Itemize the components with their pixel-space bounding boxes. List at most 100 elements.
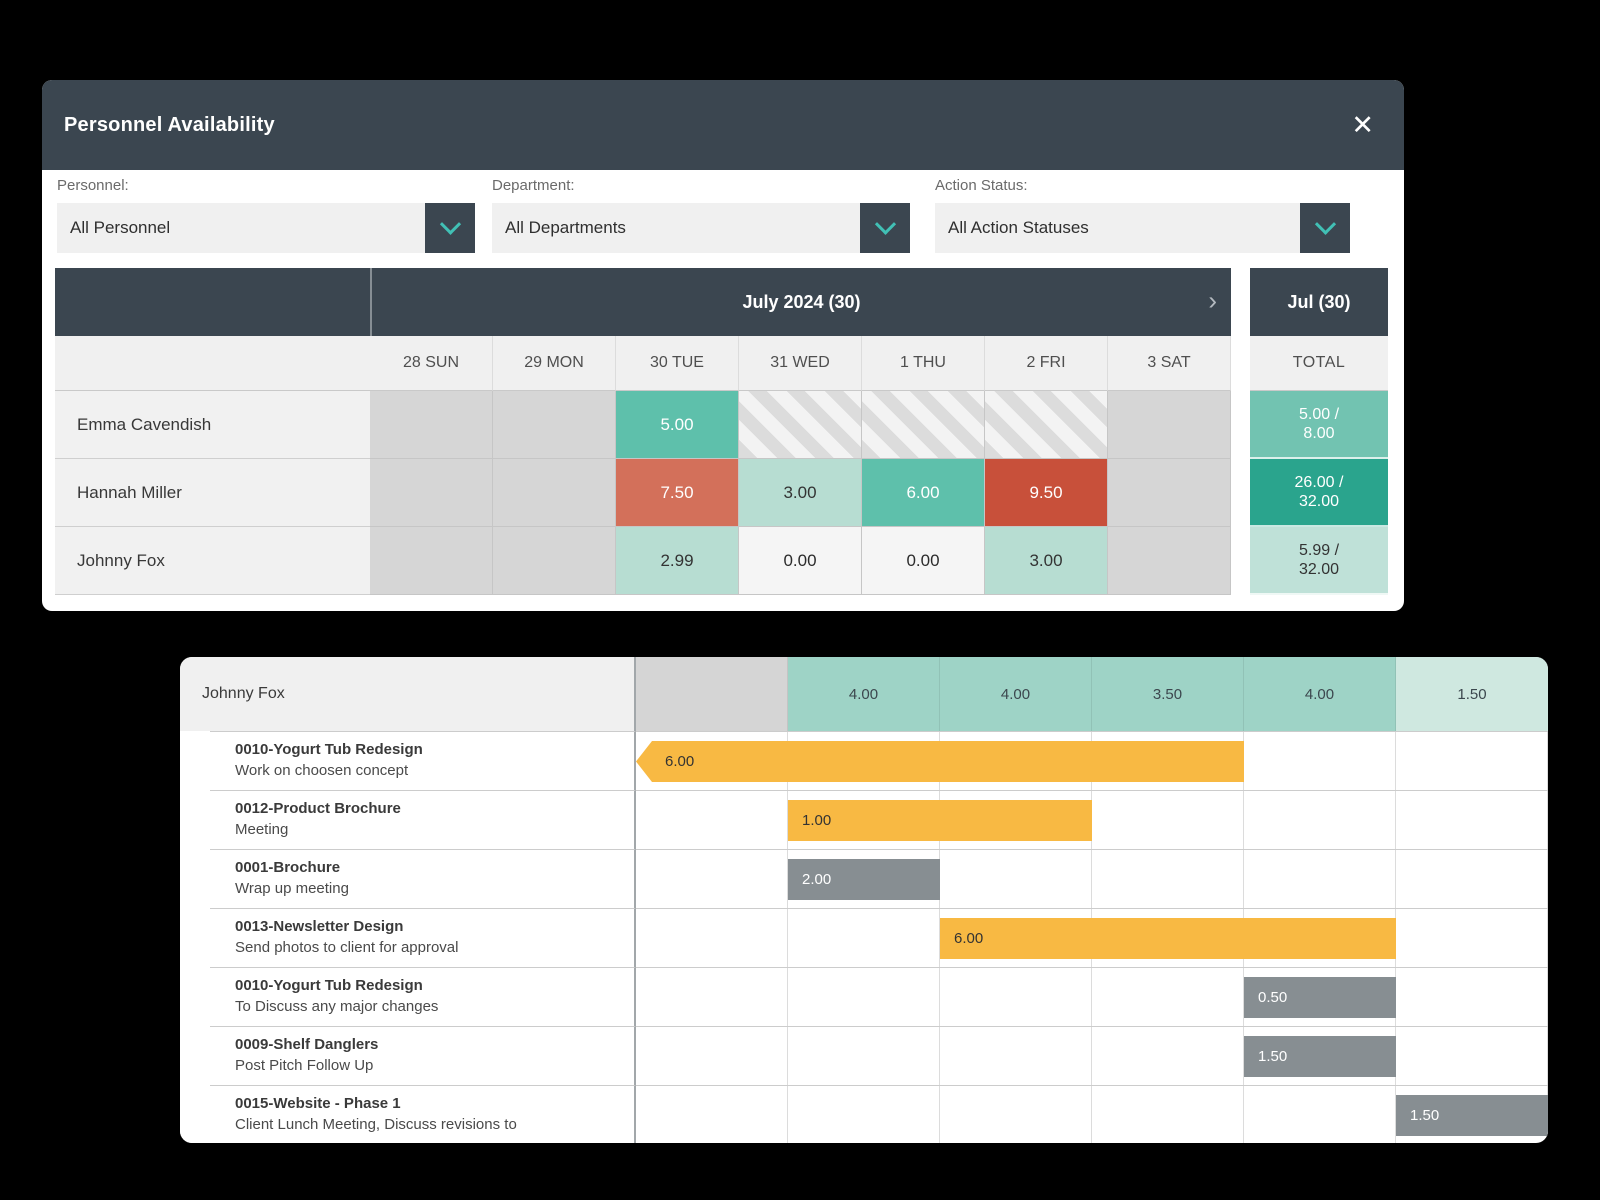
gantt-grid-area: 2.00 <box>636 849 1548 908</box>
department-select-value: All Departments <box>505 218 626 237</box>
availability-cell <box>493 527 616 595</box>
gantt-row: 0015-Website - Phase 1 Client Lunch Meeti… <box>180 1085 1548 1143</box>
total-cell: 5.99 / 32.00 <box>1250 527 1388 595</box>
department-filter: Department: All Departments <box>492 177 910 253</box>
chevron-down-icon[interactable] <box>425 203 475 253</box>
calendar-day-row-spacer <box>55 336 370 391</box>
gantt-bar-value: 1.00 <box>802 812 832 829</box>
chevron-down-glyph <box>439 213 461 235</box>
calendar-gap <box>1231 527 1250 595</box>
gantt-grid-area: 0.50 <box>636 967 1548 1026</box>
gantt-task-desc: Work on choosen concept <box>235 761 409 779</box>
gantt-bar[interactable]: 1.00 <box>788 800 1092 841</box>
gantt-bar-value: 6.00 <box>665 753 695 770</box>
availability-cell <box>493 459 616 527</box>
gantt-row: 0010-Yogurt Tub Redesign Work on choosen … <box>180 731 1548 790</box>
gantt-grid-area: 6.00 <box>636 908 1548 967</box>
gantt-task-label: 0012-Product Brochure Meeting <box>210 790 636 849</box>
availability-cell: 0.00 <box>862 527 985 595</box>
gantt-bar-value: 6.00 <box>954 930 984 947</box>
gantt-task-title: 0013-Newsletter Design <box>235 918 404 935</box>
gantt-task-label: 0010-Yogurt Tub Redesign Work on choosen … <box>210 731 636 790</box>
total-line2: 32.00 <box>1298 561 1340 578</box>
day-header: 2 FRI <box>985 336 1108 391</box>
department-select[interactable]: All Departments <box>492 203 910 253</box>
availability-cell: 2.99 <box>616 527 739 595</box>
personnel-select-value: All Personnel <box>70 218 171 237</box>
calendar-gap <box>1231 268 1250 336</box>
availability-cell <box>1108 391 1231 459</box>
gantt-header-cell: 1.50 <box>1396 657 1548 731</box>
gantt-bar[interactable]: 1.50 <box>1244 1036 1396 1077</box>
availability-cell <box>370 527 493 595</box>
gantt-task-desc: To Discuss any major changes <box>235 997 439 1015</box>
gantt-row-strip <box>180 908 210 967</box>
gantt-grid-area: 1.50 <box>636 1026 1548 1085</box>
total-line2: 32.00 <box>1298 493 1340 510</box>
gantt-bar[interactable]: 1.50 <box>1396 1095 1548 1136</box>
gantt-task-desc: Send photos to client for approval <box>235 938 459 956</box>
personnel-name: Johnny Fox <box>55 527 370 595</box>
availability-cell: 3.00 <box>739 459 862 527</box>
personnel-availability-modal: Personnel Availability ✕ Personnel: All … <box>42 80 1404 611</box>
gantt-header-row: Johnny Fox 4.00 4.00 3.50 4.00 1.50 <box>180 657 1548 731</box>
availability-cell: 3.00 <box>985 527 1108 595</box>
chevron-down-icon[interactable] <box>860 203 910 253</box>
calendar-gap <box>1231 391 1250 459</box>
availability-cell: 5.00 <box>616 391 739 459</box>
gantt-bar[interactable]: 2.00 <box>788 859 940 900</box>
chevron-down-icon[interactable] <box>1300 203 1350 253</box>
calendar-gap <box>1231 336 1250 391</box>
availability-cell <box>370 459 493 527</box>
day-header: 1 THU <box>862 336 985 391</box>
gantt-task-title: 0001-Brochure <box>235 859 341 876</box>
month-next-icon[interactable]: › <box>1208 285 1217 316</box>
gantt-rows: 0010-Yogurt Tub Redesign Work on choosen … <box>180 731 1548 1143</box>
availability-cell <box>985 391 1108 459</box>
gantt-header-cell: 4.00 <box>1244 657 1396 731</box>
gantt-bar-value: 1.50 <box>1410 1107 1440 1124</box>
gantt-row-strip <box>180 1026 210 1085</box>
gantt-task-desc: Meeting <box>235 820 289 838</box>
gantt-person-name: Johnny Fox <box>180 657 636 731</box>
gantt-row-strip <box>180 1085 210 1143</box>
personnel-name: Emma Cavendish <box>55 391 370 459</box>
personnel-schedule-panel: Johnny Fox 4.00 4.00 3.50 4.00 1.50 0010-Yog… <box>180 657 1548 1143</box>
availability-cell: 9.50 <box>985 459 1108 527</box>
month-label: July 2024 (30) <box>742 291 861 312</box>
day-header: 3 SAT <box>1108 336 1231 391</box>
chevron-down-glyph <box>874 213 896 235</box>
gantt-row-strip <box>180 790 210 849</box>
gantt-task-desc: Wrap up meeting <box>235 879 349 897</box>
gantt-grid-area: 1.50 <box>636 1085 1548 1143</box>
gantt-task-label: 0010-Yogurt Tub Redesign To Discuss any m… <box>210 967 636 1026</box>
gantt-bar[interactable]: 0.50 <box>1244 977 1396 1018</box>
personnel-filter: Personnel: All Personnel <box>57 177 475 253</box>
gantt-row: 0013-Newsletter Design Send photos to cli… <box>180 908 1548 967</box>
action-status-filter: Action Status: All Action Statuses <box>935 177 1350 253</box>
action-status-select[interactable]: All Action Statuses <box>935 203 1350 253</box>
gantt-task-title: 0015-Website - Phase 1 <box>235 1095 401 1112</box>
total-cell: 5.00 / 8.00 <box>1250 391 1388 459</box>
gantt-header-cell <box>636 657 788 731</box>
gantt-task-desc: Client Lunch Meeting, Discuss revisions … <box>235 1115 517 1133</box>
personnel-select[interactable]: All Personnel <box>57 203 475 253</box>
total-month-header: Jul (30) <box>1250 268 1388 336</box>
day-header: 31 WED <box>739 336 862 391</box>
gantt-bar[interactable]: 6.00 <box>636 741 1244 782</box>
gantt-grid-area: 1.00 <box>636 790 1548 849</box>
gantt-task-label: 0013-Newsletter Design Send photos to cli… <box>210 908 636 967</box>
gantt-row-strip <box>180 731 210 790</box>
gantt-bar[interactable]: 6.00 <box>940 918 1396 959</box>
gantt-header-cell: 4.00 <box>788 657 940 731</box>
close-icon[interactable]: ✕ <box>1351 109 1374 140</box>
gantt-task-title: 0010-Yogurt Tub Redesign <box>235 741 423 758</box>
availability-cell <box>862 391 985 459</box>
total-line2: 8.00 <box>1303 425 1335 442</box>
day-header: 29 MON <box>493 336 616 391</box>
calendar-corner-cell <box>55 268 370 336</box>
gantt-task-title: 0010-Yogurt Tub Redesign <box>235 977 423 994</box>
gantt-task-label: 0001-Brochure Wrap up meeting <box>210 849 636 908</box>
gantt-task-label: 0015-Website - Phase 1 Client Lunch Meeti… <box>210 1085 636 1143</box>
modal-title: Personnel Availability <box>64 113 275 136</box>
